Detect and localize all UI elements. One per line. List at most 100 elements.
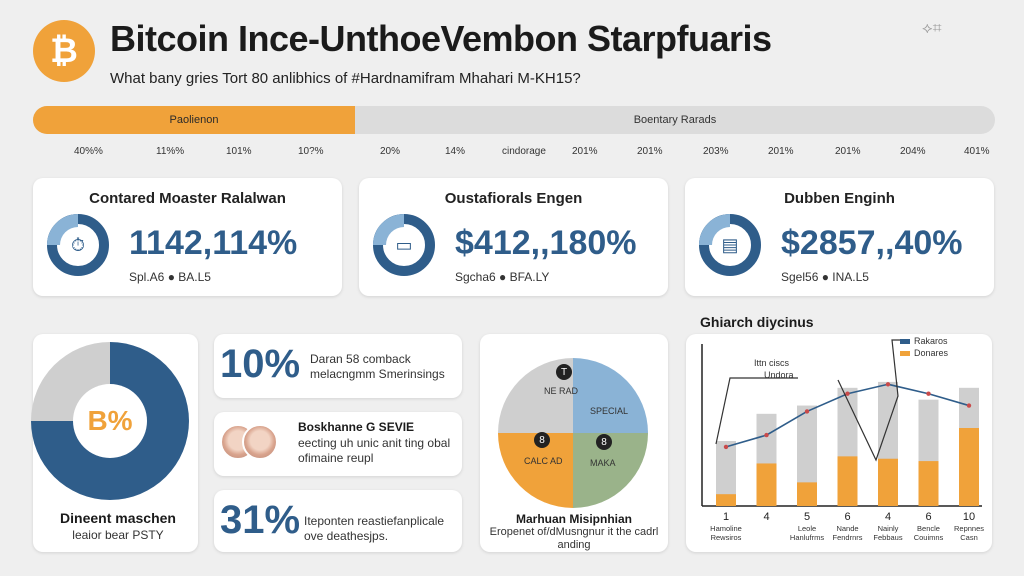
document-icon: ▤ [699,214,761,276]
donut-center-label: B% [73,384,147,458]
list-item-text: Daran 58 comback melacngmm Smerinsings [310,352,445,381]
trend-point [804,409,810,414]
pie-chart [498,358,648,508]
donut-card[interactable]: B% Dineent maschen leaior bear PSTY [31,334,198,552]
pie-label: SPECIAL [590,406,629,416]
annotation-callout [837,339,906,462]
x-tick-label: 6 [844,511,850,523]
donut-sub: leaior bear PSTY [72,528,164,542]
bar-value [716,494,736,506]
list-item-text: Iteponten reastiefanplicale ove deathesj… [304,514,445,543]
list-item[interactable]: Boskhanne G SEVIE eecting uh unic anit t… [214,412,462,476]
stat-sub: Spl.A6 ● BA.L5 [129,270,211,284]
x-tick-label: 10 [963,511,975,523]
list-item-text: eecting uh unic anit ting obal ofimaine … [298,436,451,465]
x-tick-sublabel: Couimns [914,533,944,542]
x-tick-sublabel: Leole [798,524,816,533]
decorative-icon: ⟡⌗ [922,20,942,37]
chart-annotation: Undora [764,370,794,380]
scale-tick: 40%% [74,146,103,157]
stat-value: $412,,180% [455,224,637,262]
chart-annotation: Ittn ciscs [754,358,790,368]
scale-tick: 401% [964,146,990,157]
pie-card[interactable]: T NE RAD SPECIAL 8 CALC AD 8 MAKA Marhua… [480,334,668,552]
x-tick-sublabel: Repnnes [954,524,984,533]
stat-card[interactable]: Oustafiorals Engen ▭ $412,,180% Sgcha6 ●… [359,178,668,296]
bar-total [716,441,736,506]
x-tick-sublabel: Rewsiros [711,533,742,542]
stat-card[interactable]: Dubben Enginh ▤ $2857,,40% Sgel56 ● INA.… [685,178,994,296]
scale-tick: 11%% [156,146,185,157]
x-tick-sublabel: Hanlufrms [790,533,824,542]
pie-sub: Eropenet of/dMusngnur it the cadrl andin… [489,526,659,551]
people-avatar [220,424,278,462]
bar-total [797,405,817,506]
pie-badge: T [556,364,572,380]
x-tick-label: 4 [885,511,891,523]
timer-icon: ⏱ [47,214,109,276]
scale-tick: 10?% [298,146,324,157]
stat-card-title: Dubben Enginh [784,190,895,207]
bar-value [918,461,939,506]
page-title: Bitcoin Ince-UnthoeVembon Starpfuaris [110,18,772,59]
pie-label: CALC AD [524,456,563,466]
x-tick-label: 6 [925,511,931,523]
trend-point [926,391,931,396]
x-tick-label: 5 [804,511,810,523]
stat-sub: Sgel56 ● INA.L5 [781,270,869,284]
x-tick-sublabel: Nainly [878,524,899,533]
trend-point [845,391,850,396]
annotation-callout [715,377,798,445]
pie-badge: 8 [596,434,612,450]
big-percent: 10% [220,342,301,386]
scale-tick: 201% [637,146,663,157]
donut-title: Dineent maschen [60,510,176,526]
stat-card-title: Contared Moaster Ralalwan [89,190,286,207]
page-subtitle: What bany gries Tort 80 anlibhics of #Ha… [110,70,581,87]
pie-label: MAKA [590,458,616,468]
trend-point [966,403,972,408]
trend-point [723,444,729,450]
bitcoin-logo-icon: ₿ [33,20,95,82]
scale-tick: 201% [572,146,598,157]
bar-value [837,456,858,506]
bar-value [878,458,898,506]
stat-sub: Sgcha6 ● BFA.LY [455,270,550,284]
tab-boentary-rarads[interactable]: Boentary Rarads [633,114,717,126]
list-item-title: Boskhanne G SEVIE [298,420,415,434]
bar-chart-card[interactable]: 1 Hamoline Rewsiros 4 5 Leole Hanlufrms 6 Nande F… [686,334,992,552]
bar-value [959,428,979,506]
legend-item: Donares [900,348,948,358]
x-tick-sublabel: Bencle [917,524,940,533]
stat-value: 1142,114% [129,224,298,262]
x-tick-sublabel: Hamoline [710,524,742,533]
scale-tick: 204% [900,146,926,157]
pie-title: Marhuan Misipnhian [515,512,632,526]
x-tick-label: 4 [763,511,769,523]
legend-item: Rakaros [900,336,948,346]
scale-tick: 203% [703,146,729,157]
pie-label: NE RAD [544,386,579,396]
scale-tick: 20% [380,146,401,157]
x-tick-sublabel: Fendrnrs [832,533,862,542]
big-percent: 31% [220,498,301,542]
trend-point [885,382,891,387]
tab-paolienon[interactable]: Paolienon [33,106,355,134]
x-tick-sublabel: Febbaus [873,533,902,542]
list-item[interactable]: 10% Daran 58 comback melacngmm Smerinsin… [214,334,462,398]
stat-card[interactable]: Contared Moaster Ralalwan ⏱ 1142,114% Sp… [33,178,342,296]
scale-tick: 101% [226,146,252,157]
x-tick-sublabel: Casn [960,533,978,542]
trend-point [764,432,769,438]
bar-value [797,482,817,506]
x-tick-sublabel: Nande [836,524,858,533]
card-icon: ▭ [373,214,435,276]
donut-chart: B% [31,342,189,500]
bar-value [756,463,777,506]
scale-tick: cindorage [502,146,546,157]
scale-tick: 14% [445,146,466,157]
chart-title: Ghiarch diycinus [700,314,814,330]
pie-badge: 8 [534,432,550,448]
list-item[interactable]: 31% Iteponten reastiefanplicale ove deat… [214,490,462,552]
